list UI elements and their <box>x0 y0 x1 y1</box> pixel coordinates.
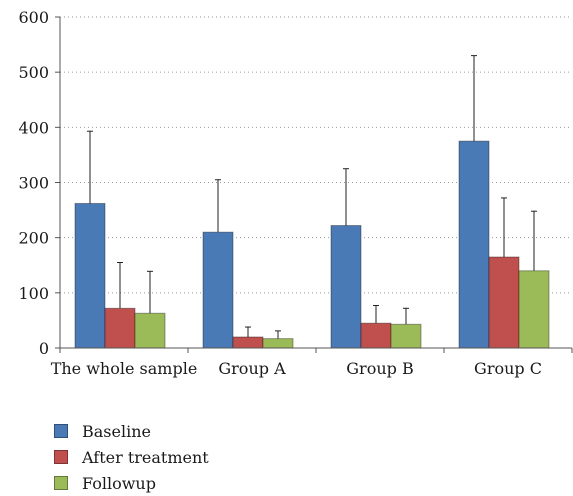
x-tick-label: Group C <box>474 359 542 378</box>
bar <box>360 322 392 349</box>
legend-item-followup: Followup <box>54 470 209 496</box>
tick-labels: 0 100 200 300 400 500 600 The whole sample Group… <box>18 8 542 378</box>
bar <box>134 312 166 349</box>
y-tick-label: 0 <box>39 339 49 358</box>
y-tick-label: 400 <box>18 118 49 137</box>
legend-label-baseline: Baseline <box>82 421 151 441</box>
legend-swatch-baseline <box>54 424 68 438</box>
bar <box>104 307 136 349</box>
legend-item-after-treatment: After treatment <box>54 444 209 470</box>
y-tick-label: 100 <box>18 284 49 303</box>
bar <box>202 231 234 349</box>
x-tick-label: Group A <box>218 359 286 378</box>
legend-swatch-after-treatment <box>54 450 68 464</box>
legend-swatch-followup <box>54 476 68 490</box>
legend-label-after-treatment: After treatment <box>82 447 209 467</box>
y-tick-label: 200 <box>18 229 49 248</box>
axes <box>55 16 573 353</box>
legend-label-followup: Followup <box>82 473 156 493</box>
bar <box>262 338 294 349</box>
grid-lines <box>60 16 572 294</box>
bar <box>458 140 490 349</box>
bar <box>74 202 106 349</box>
bar <box>518 270 550 349</box>
bar <box>488 256 520 349</box>
legend-item-baseline: Baseline <box>54 418 209 444</box>
legend: Baseline After treatment Followup <box>54 418 209 496</box>
bar <box>232 336 264 349</box>
y-tick-label: 600 <box>18 8 49 27</box>
y-tick-label: 300 <box>18 174 49 193</box>
x-tick-label: Group B <box>346 359 413 378</box>
y-tick-label: 500 <box>18 63 49 82</box>
x-tick-label: The whole sample <box>51 359 198 378</box>
bar <box>390 323 422 349</box>
bar <box>330 225 362 349</box>
error-bars <box>87 55 537 339</box>
bars <box>74 140 550 349</box>
